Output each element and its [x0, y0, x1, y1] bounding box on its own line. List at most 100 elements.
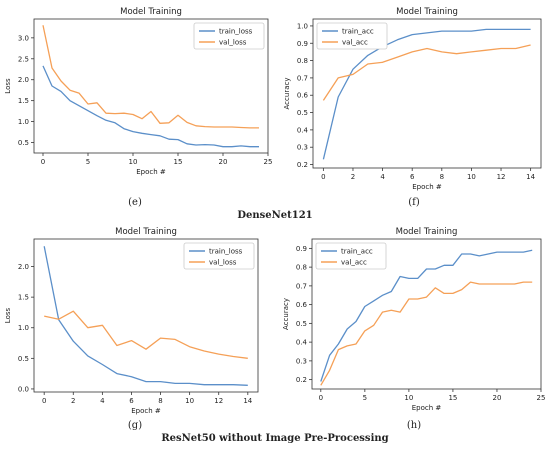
- chart-1-x-tick-label: 0: [321, 173, 325, 181]
- chart-0-x-tick-label: 25: [264, 158, 273, 166]
- chart-0-y-axis-label: Loss: [4, 78, 12, 94]
- chart-0-title: Model Training: [120, 7, 182, 17]
- panel-label-f: (f): [408, 197, 420, 208]
- chart-2-x-tick-label: 6: [129, 397, 134, 405]
- chart-1-x-tick-label: 6: [410, 173, 415, 181]
- chart-1-x-tick-label: 8: [440, 173, 444, 181]
- chart-3-y-tick-label: 0.4: [296, 339, 308, 347]
- chart-3-x-tick-label: 5: [363, 394, 367, 402]
- chart-1-y-tick-label: 0.2: [297, 161, 308, 169]
- chart-1-x-tick-label: 12: [497, 173, 506, 181]
- chart-1-plot-frame: [312, 18, 542, 169]
- chart-2-x-tick-label: 8: [158, 397, 162, 405]
- panel-label-h: (h): [407, 420, 421, 431]
- chart-3-x-tick-label: 20: [493, 394, 502, 402]
- chart-1-title: Model Training: [396, 7, 458, 17]
- chart-1-y-tick-label: 0.9: [297, 40, 308, 48]
- chart-resnet-loss: 0 2 4 6 8 10 12 14 0.0 0.5 1.0 1.5 2.0 Model Training…: [4, 227, 259, 415]
- chart-3-y-tick-label: 0.6: [296, 301, 308, 309]
- chart-densenet-accuracy: 0 2 4 6 8 10 12 14 0.2 0.3 0.4 0.5 0.6 0.7 0.8 0.9 1.0 Mo…: [283, 7, 542, 191]
- chart-1-x-tick-label: 10: [467, 173, 476, 181]
- chart-0-x-tick-label: 20: [219, 158, 228, 166]
- chart-0-legend-label-train_loss: train_loss: [219, 28, 253, 36]
- chart-2-y-tick-label: 1.0: [18, 324, 29, 332]
- chart-1-legend-label-train_acc: train_acc: [342, 28, 374, 36]
- chart-3-x-tick-label: 15: [448, 394, 457, 402]
- chart-1-x-tick-label: 4: [380, 173, 385, 181]
- chart-3-y-axis-label: Accuracy: [282, 298, 290, 330]
- group-label-densenet: DenseNet121: [237, 210, 312, 221]
- chart-2-plot-frame: [33, 238, 259, 393]
- chart-3-x-tick-label: 25: [537, 394, 546, 402]
- chart-0-y-tick-label: 2.5: [18, 55, 29, 63]
- chart-3-y-tick-label: 0.7: [296, 282, 307, 290]
- chart-1-legend: train_acc val_acc: [316, 22, 388, 50]
- chart-0-x-tick-label: 5: [86, 158, 90, 166]
- chart-1-x-tick-label: 2: [351, 173, 355, 181]
- chart-3-x-axis-label: Epoch #: [412, 404, 442, 412]
- chart-3-y-tick-label: 0.5: [296, 320, 307, 328]
- chart-0-x-axis-label: Epoch #: [136, 168, 166, 176]
- chart-1-legend-label-val_acc: val_acc: [342, 39, 368, 47]
- chart-2-legend-label-train_loss: train_loss: [209, 248, 243, 256]
- chart-2-series-line-train_loss: [43, 246, 248, 386]
- chart-3-y-tick-label: 0.2: [296, 376, 307, 384]
- chart-0-y-tick-label: 2.0: [18, 76, 29, 84]
- group-label-resnet: ResNet50 without Image Pre-Processing: [161, 433, 388, 444]
- chart-3-y-tick-label: 0.8: [296, 264, 307, 272]
- chart-2-x-tick-label: 2: [71, 397, 75, 405]
- chart-1-series-line-val_acc: [322, 44, 531, 101]
- chart-2-x-tick-label: 12: [214, 397, 223, 405]
- chart-0-y-tick-label: 0.5: [18, 139, 29, 147]
- chart-resnet-accuracy: 0 5 10 15 20 25 0.2 0.3 0.4 0.5 0.6 0.7 0.8 0.9 Model …: [282, 227, 545, 412]
- chart-0-x-tick-label: 15: [174, 158, 183, 166]
- chart-2-y-axis-label: Loss: [4, 307, 12, 323]
- chart-3-x-tick-label: 0: [319, 394, 323, 402]
- chart-2-y-tick-label: 0.0: [18, 385, 29, 393]
- chart-3-series-line-train_acc: [320, 249, 533, 382]
- chart-1-x-tick-label: 14: [526, 173, 535, 181]
- chart-2-y-tick-label: 0.5: [18, 355, 29, 363]
- chart-0-series-line-val_loss: [42, 25, 259, 129]
- panel-label-e: (e): [128, 197, 142, 208]
- chart-2-title: Model Training: [115, 227, 177, 237]
- chart-0-y-tick-label: 1.5: [18, 97, 29, 105]
- chart-3-legend-label-train_acc: train_acc: [341, 248, 373, 256]
- chart-3-legend-label-val_acc: val_acc: [341, 259, 367, 267]
- chart-2-y-tick-label: 2.0: [18, 263, 29, 271]
- chart-0-y-tick-label: 1.0: [18, 118, 29, 126]
- chart-2-series-line-val_loss: [44, 310, 248, 359]
- chart-2-x-tick-label: 4: [100, 397, 105, 405]
- chart-1-y-tick-label: 1.0: [297, 22, 308, 30]
- chart-2-x-tick-label: 0: [42, 397, 46, 405]
- chart-1-y-tick-label: 0.4: [297, 126, 309, 134]
- chart-2-x-tick-label: 10: [185, 397, 194, 405]
- chart-3-legend: train_acc val_acc: [315, 242, 387, 270]
- chart-1-y-tick-label: 0.7: [297, 74, 308, 82]
- chart-2-y-tick-label: 1.5: [18, 294, 29, 302]
- chart-0-series-line-train_loss: [42, 65, 259, 148]
- chart-0-legend-label-val_loss: val_loss: [219, 39, 247, 47]
- chart-1-y-tick-label: 0.6: [297, 92, 309, 100]
- chart-2-legend-label-val_loss: val_loss: [209, 259, 237, 267]
- chart-0-x-tick-label: 0: [41, 158, 45, 166]
- chart-1-y-tick-label: 0.3: [297, 144, 308, 152]
- chart-0-x-tick-label: 10: [129, 158, 138, 166]
- chart-1-y-tick-label: 0.5: [297, 109, 308, 117]
- chart-2-x-axis-label: Epoch #: [131, 407, 161, 415]
- chart-densenet-loss: 0 5 10 15 20 25 0.5 1.0 1.5 2.0 2.5 3.0 Model Traini…: [4, 7, 272, 176]
- chart-1-series-line-train_acc: [322, 28, 531, 160]
- chart-1-y-axis-label: Accuracy: [283, 78, 291, 110]
- chart-2-x-tick-label: 14: [243, 397, 252, 405]
- chart-3-x-tick-label: 10: [404, 394, 413, 402]
- chart-1-x-axis-label: Epoch #: [412, 183, 442, 191]
- chart-3-title: Model Training: [396, 227, 458, 237]
- chart-3-y-tick-label: 0.9: [296, 245, 307, 253]
- chart-1-y-tick-label: 0.8: [297, 57, 308, 65]
- panel-label-g: (g): [128, 420, 142, 431]
- chart-3-y-tick-label: 0.3: [296, 357, 307, 365]
- chart-0-y-tick-label: 3.0: [18, 34, 29, 42]
- chart-2-legend: train_loss val_loss: [183, 242, 255, 270]
